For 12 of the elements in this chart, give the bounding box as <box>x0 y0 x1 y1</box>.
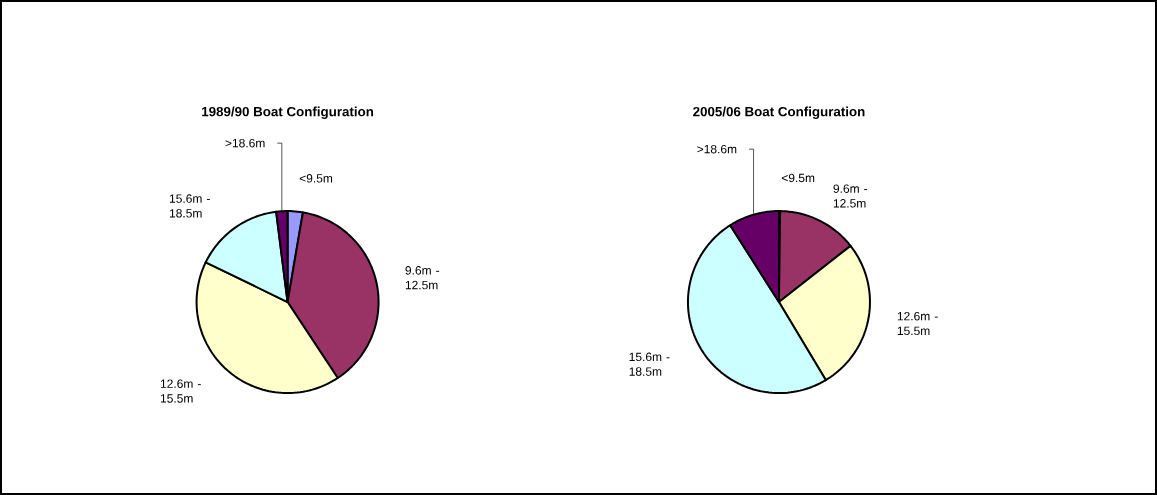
slice-label: <9.5m <box>299 174 333 183</box>
slice-label: >18.6m <box>697 144 737 154</box>
slice-label: 9.6m - 12.5m <box>833 184 868 208</box>
slice-label: 12.6m - 15.5m <box>160 379 201 403</box>
slice-label: >18.6m <box>225 138 265 148</box>
slice-label: <9.5m <box>781 173 815 183</box>
slice-label: 12.6m - 15.5m <box>897 311 938 336</box>
slice-label: 9.6m - 12.5m <box>405 266 440 290</box>
slice-label: 15.6m - 18.5m <box>169 194 210 218</box>
slice-label: 15.6m - 18.5m <box>629 352 670 376</box>
chart-title: 1989/90 Boat Configuration <box>202 106 374 120</box>
chart-title: 2005/06 Boat Configuration <box>693 106 865 120</box>
